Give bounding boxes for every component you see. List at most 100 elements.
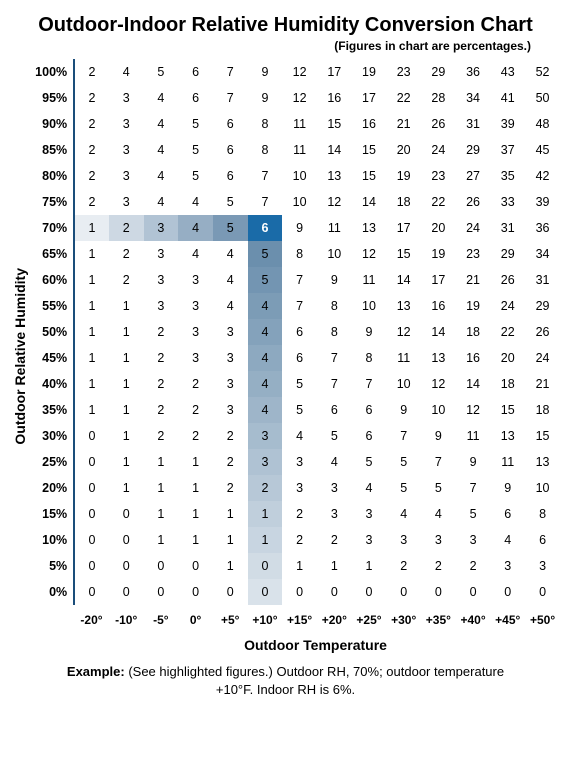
table-cell: 3 bbox=[352, 527, 387, 553]
table-cell: 33 bbox=[490, 189, 525, 215]
table-cell: 19 bbox=[352, 59, 387, 85]
table-cell: 1 bbox=[352, 553, 387, 579]
column-label-row: -20°-10°-5°0°+5°+10°+15°+20°+25°+30°+35°… bbox=[30, 605, 560, 631]
table-row: 10%00111122333346 bbox=[30, 527, 560, 553]
table-cell: 22 bbox=[490, 319, 525, 345]
table-cell: 0 bbox=[525, 579, 560, 605]
row-label: 5% bbox=[30, 553, 74, 579]
table-cell: 5 bbox=[282, 397, 317, 423]
table-cell: 43 bbox=[490, 59, 525, 85]
row-label: 40% bbox=[30, 371, 74, 397]
table-cell: 2 bbox=[144, 345, 179, 371]
table-cell: 1 bbox=[74, 293, 109, 319]
table-cell: 0 bbox=[248, 579, 283, 605]
table-row: 15%00111123344568 bbox=[30, 501, 560, 527]
table-cell: 2 bbox=[144, 319, 179, 345]
table-cell: 14 bbox=[317, 137, 352, 163]
table-cell: 7 bbox=[248, 163, 283, 189]
table-cell: 0 bbox=[317, 579, 352, 605]
table-cell: 6 bbox=[282, 345, 317, 371]
table-cell: 0 bbox=[178, 579, 213, 605]
table-cell: 31 bbox=[456, 111, 491, 137]
column-label: +40° bbox=[456, 605, 491, 631]
table-cell: 2 bbox=[74, 85, 109, 111]
table-row: 60%12334579111417212631 bbox=[30, 267, 560, 293]
column-label: +15° bbox=[282, 605, 317, 631]
table-cell: 34 bbox=[456, 85, 491, 111]
table-cell: 48 bbox=[525, 111, 560, 137]
table-cell: 4 bbox=[178, 241, 213, 267]
table-row: 70%123456911131720243136 bbox=[30, 215, 560, 241]
table-cell: 1 bbox=[109, 423, 144, 449]
table-cell: 5 bbox=[248, 241, 283, 267]
column-label: +5° bbox=[213, 605, 248, 631]
table-cell: 3 bbox=[421, 527, 456, 553]
chart-grid: 100%245679121719232936435295%23467912161… bbox=[30, 59, 561, 653]
table-cell: 3 bbox=[144, 267, 179, 293]
table-cell: 17 bbox=[386, 215, 421, 241]
table-cell: 0 bbox=[282, 579, 317, 605]
table-cell: 1 bbox=[213, 501, 248, 527]
table-row: 100%2456791217192329364352 bbox=[30, 59, 560, 85]
table-cell: 3 bbox=[178, 267, 213, 293]
table-cell: 2 bbox=[456, 553, 491, 579]
table-cell: 0 bbox=[109, 553, 144, 579]
table-cell: 12 bbox=[282, 59, 317, 85]
row-label: 80% bbox=[30, 163, 74, 189]
table-cell: 4 bbox=[144, 85, 179, 111]
table-cell: 3 bbox=[386, 527, 421, 553]
table-row: 65%123445810121519232934 bbox=[30, 241, 560, 267]
column-label: -5° bbox=[144, 605, 179, 631]
table-cell: 18 bbox=[386, 189, 421, 215]
table-cell: 31 bbox=[525, 267, 560, 293]
table-cell: 3 bbox=[213, 397, 248, 423]
table-cell: 0 bbox=[74, 475, 109, 501]
table-cell: 12 bbox=[386, 319, 421, 345]
table-cell: 6 bbox=[490, 501, 525, 527]
table-cell: 4 bbox=[248, 345, 283, 371]
table-cell: 14 bbox=[386, 267, 421, 293]
table-cell: 7 bbox=[352, 371, 387, 397]
table-cell: 0 bbox=[456, 579, 491, 605]
table-cell: 4 bbox=[248, 397, 283, 423]
table-cell: 9 bbox=[317, 267, 352, 293]
table-cell: 4 bbox=[178, 189, 213, 215]
table-cell: 0 bbox=[74, 553, 109, 579]
table-cell: 1 bbox=[178, 527, 213, 553]
row-label: 65% bbox=[30, 241, 74, 267]
table-cell: 4 bbox=[213, 267, 248, 293]
table-cell: 5 bbox=[213, 189, 248, 215]
table-cell: 39 bbox=[490, 111, 525, 137]
table-cell: 10 bbox=[386, 371, 421, 397]
row-label: 90% bbox=[30, 111, 74, 137]
table-cell: 5 bbox=[456, 501, 491, 527]
table-cell: 8 bbox=[525, 501, 560, 527]
row-label: 95% bbox=[30, 85, 74, 111]
column-label: +20° bbox=[317, 605, 352, 631]
table-cell: 3 bbox=[213, 371, 248, 397]
table-cell: 3 bbox=[109, 111, 144, 137]
table-row: 5%00001011122233 bbox=[30, 553, 560, 579]
table-cell: 8 bbox=[248, 137, 283, 163]
table-cell: 2 bbox=[109, 215, 144, 241]
table-cell: 24 bbox=[421, 137, 456, 163]
table-cell: 12 bbox=[456, 397, 491, 423]
table-cell: 10 bbox=[525, 475, 560, 501]
table-cell: 1 bbox=[317, 553, 352, 579]
table-cell: 7 bbox=[456, 475, 491, 501]
table-cell: 9 bbox=[248, 59, 283, 85]
table-row: 25%0111233455791113 bbox=[30, 449, 560, 475]
row-label: 0% bbox=[30, 579, 74, 605]
table-cell: 3 bbox=[456, 527, 491, 553]
table-cell: 3 bbox=[144, 241, 179, 267]
table-cell: 1 bbox=[144, 501, 179, 527]
table-cell: 2 bbox=[213, 423, 248, 449]
table-cell: 1 bbox=[109, 475, 144, 501]
table-cell: 23 bbox=[386, 59, 421, 85]
table-cell: 6 bbox=[352, 423, 387, 449]
row-label: 85% bbox=[30, 137, 74, 163]
table-cell: 26 bbox=[525, 319, 560, 345]
table-cell: 13 bbox=[386, 293, 421, 319]
table-cell: 3 bbox=[525, 553, 560, 579]
table-cell: 2 bbox=[178, 423, 213, 449]
